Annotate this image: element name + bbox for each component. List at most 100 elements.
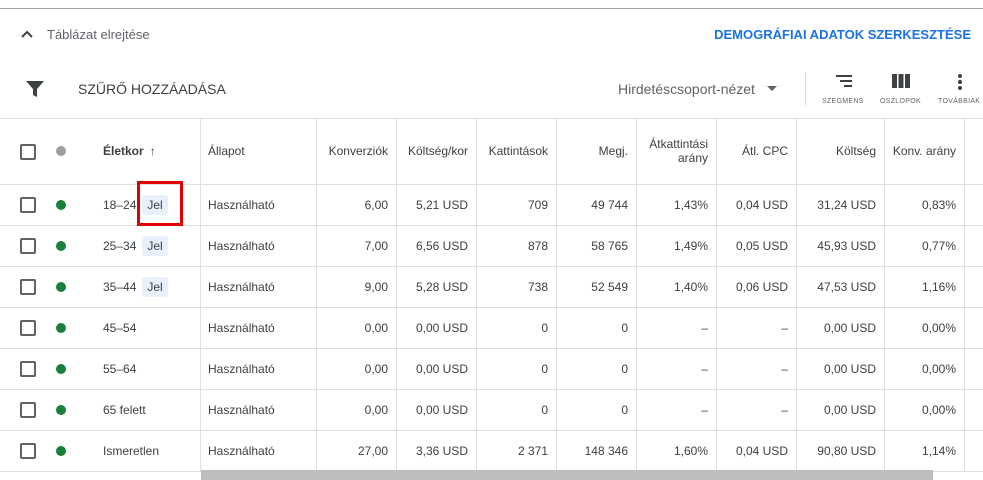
cell: 5,21 USD xyxy=(415,197,468,212)
cell: 0 xyxy=(541,320,548,335)
cell: 49 744 xyxy=(591,197,628,212)
badge[interactable]: Jel xyxy=(142,235,168,256)
badge[interactable]: Jel xyxy=(142,194,168,215)
column-header[interactable]: Kattintások xyxy=(488,144,548,158)
segment-icon[interactable] xyxy=(834,74,854,88)
cell: 0,00 USD xyxy=(415,320,468,335)
column-header[interactable]: Állapot xyxy=(208,144,245,158)
top-border xyxy=(0,8,983,9)
cell: 0,05 USD xyxy=(735,238,788,253)
row-checkbox[interactable] xyxy=(20,320,36,336)
highlight-box xyxy=(137,181,183,226)
header-top-line xyxy=(0,118,983,119)
column-header[interactable]: Költség xyxy=(835,144,876,158)
cell: 0 xyxy=(541,361,548,376)
cell: 47,53 USD xyxy=(817,279,876,294)
cell: Használható xyxy=(208,279,275,294)
cell: 5,28 USD xyxy=(415,279,468,294)
segments[interactable]: SZEGMENS xyxy=(822,98,864,105)
row-checkbox[interactable] xyxy=(20,238,36,254)
edit-demographics[interactable]: DEMOGRÁFIAI ADATOK SZERKESZTÉSE xyxy=(714,27,971,42)
row-checkbox[interactable] xyxy=(20,197,36,213)
cell: 45,93 USD xyxy=(817,238,876,253)
column-divider xyxy=(964,118,965,471)
cell: 3,36 USD xyxy=(415,443,468,458)
column-divider xyxy=(396,118,397,471)
more-icon[interactable] xyxy=(957,73,963,91)
cell: 0,00% xyxy=(921,402,956,417)
cell: 31,24 USD xyxy=(817,197,876,212)
columns[interactable]: OSZLOPOK xyxy=(880,98,921,105)
row-checkbox[interactable] xyxy=(20,361,36,377)
row-checkbox[interactable] xyxy=(20,402,36,418)
select-all[interactable] xyxy=(20,144,36,160)
age-label: 25–34 xyxy=(103,238,137,253)
column-header[interactable]: Megj. xyxy=(598,144,628,158)
age-label: 45–54 xyxy=(103,320,137,335)
scrollbar[interactable] xyxy=(201,470,933,480)
row-checkbox[interactable] xyxy=(20,443,36,459)
column-divider xyxy=(476,118,477,471)
cell: 1,14% xyxy=(921,443,956,458)
columns-icon[interactable] xyxy=(892,74,910,88)
cell: 878 xyxy=(527,238,548,253)
column-divider xyxy=(556,118,557,471)
cell: 7,00 xyxy=(364,238,388,253)
status-dot xyxy=(56,446,66,456)
age-label: 55–64 xyxy=(103,361,137,376)
status-dot xyxy=(56,200,66,210)
cell: 709 xyxy=(527,197,548,212)
cell: Használható xyxy=(208,443,275,458)
column-header[interactable]: Konverziók xyxy=(328,144,388,158)
collapse-icon[interactable] xyxy=(20,29,34,39)
more[interactable]: TOVÁBBIAK xyxy=(938,98,981,105)
row-line xyxy=(0,430,983,431)
cell: 9,00 xyxy=(364,279,388,294)
column-header[interactable]: Életkor ↑ xyxy=(103,144,156,158)
age-label: 18–24 xyxy=(103,197,137,212)
age-label: 65 felett xyxy=(103,402,146,417)
cell: 0,04 USD xyxy=(735,197,788,212)
age: 25–34 Jel xyxy=(95,225,200,266)
status-dot xyxy=(56,282,66,292)
status-dot xyxy=(56,323,66,333)
row-line xyxy=(0,266,983,267)
cell: 0 xyxy=(621,320,628,335)
cell: 148 346 xyxy=(584,443,628,458)
cell: 6,56 USD xyxy=(415,238,468,253)
hide-table[interactable]: Táblázat elrejtése xyxy=(47,27,150,42)
row-checkbox[interactable] xyxy=(20,279,36,295)
cell: Használható xyxy=(208,320,275,335)
cell: 0,00 xyxy=(364,402,388,417)
status-dot xyxy=(56,405,66,415)
column-header[interactable]: Költség/kor xyxy=(407,144,468,158)
add-filter[interactable]: SZŰRŐ HOZZÁADÁSA xyxy=(78,81,226,97)
column-header[interactable]: Konv. arány xyxy=(892,144,956,158)
view-select[interactable]: Hirdetéscsoport-nézet xyxy=(618,81,755,97)
age: 55–64 xyxy=(95,348,200,389)
badge[interactable]: Jel xyxy=(142,276,168,297)
filter-icon[interactable] xyxy=(25,80,45,98)
cell: 1,16% xyxy=(921,279,956,294)
cell: 0,00% xyxy=(921,320,956,335)
cell: – xyxy=(781,320,788,335)
cell: – xyxy=(701,361,708,376)
column-header[interactable]: Átkattintási arány xyxy=(649,137,708,165)
cell: 1,40% xyxy=(673,279,708,294)
cell: 0,00 USD xyxy=(823,361,876,376)
cell: – xyxy=(701,320,708,335)
column-divider xyxy=(796,118,797,471)
column-divider xyxy=(636,118,637,471)
cell: – xyxy=(781,361,788,376)
age: 35–44 Jel xyxy=(95,266,200,307)
header-bottom-line xyxy=(0,184,983,185)
separator xyxy=(805,72,806,106)
column-divider xyxy=(316,118,317,471)
column-header[interactable]: Átl. CPC xyxy=(741,144,788,158)
cell: Használható xyxy=(208,197,275,212)
age: 45–54 xyxy=(95,307,200,348)
cell: 58 765 xyxy=(591,238,628,253)
cell: 52 549 xyxy=(591,279,628,294)
cell: 0,00% xyxy=(921,361,956,376)
